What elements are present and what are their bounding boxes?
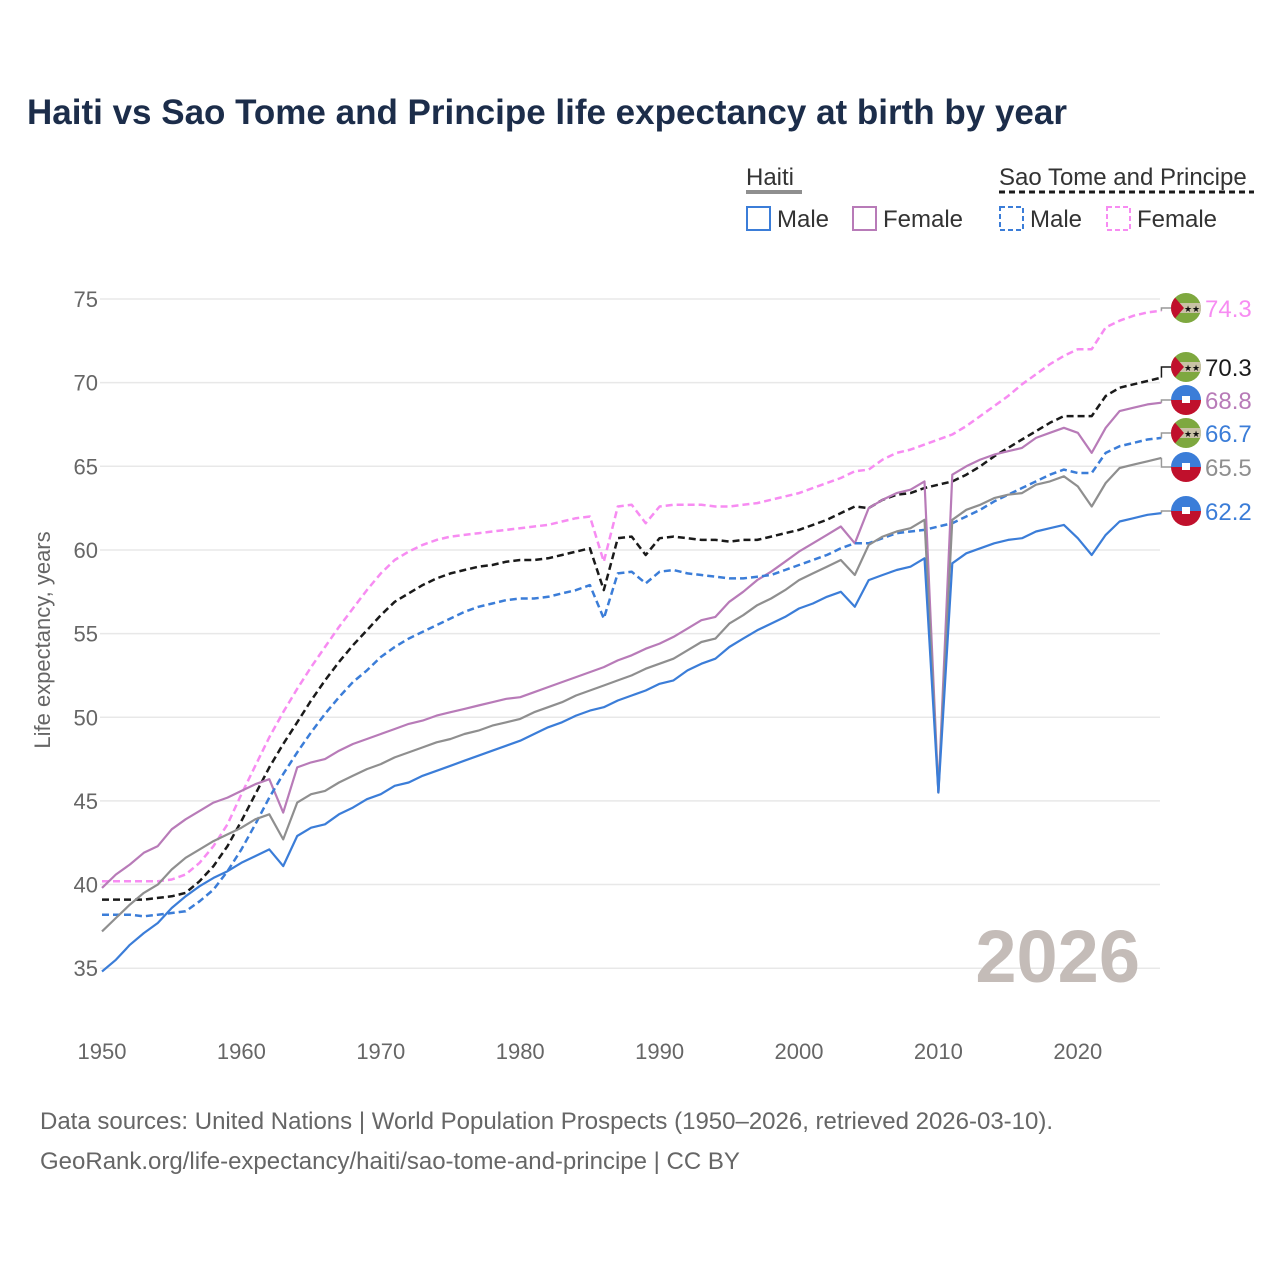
series-line	[101, 456, 1162, 933]
label-connector	[1160, 510, 1172, 514]
legend-item-label: Male	[1030, 206, 1082, 233]
footer-link[interactable]: GeoRank.org/life-expectancy/haiti/sao-to…	[40, 1148, 740, 1175]
legend-item-label: Female	[1137, 206, 1217, 233]
flag-emblem	[1182, 396, 1190, 403]
legend-group-haiti: Haiti	[746, 164, 794, 191]
series-line	[102, 376, 1162, 901]
label-connector	[1160, 457, 1172, 468]
y-tick-label: 45	[74, 789, 98, 814]
series-line	[101, 401, 1162, 889]
x-tick-label: 1950	[78, 1039, 127, 1064]
flag-triangle	[1171, 418, 1184, 448]
flag-stars: ★★	[1184, 429, 1200, 439]
flag-band	[1171, 428, 1201, 438]
flag-red	[1171, 467, 1201, 482]
label-connector	[1160, 366, 1172, 378]
end-value-label: 66.7	[1205, 421, 1252, 448]
legend-swatch	[999, 206, 1024, 231]
y-tick-label: 75	[74, 287, 98, 312]
end-value-label: 74.3	[1205, 296, 1252, 323]
x-tick-label: 2020	[1053, 1039, 1102, 1064]
flag-stars: ★★	[1184, 363, 1200, 373]
legend-swatch	[746, 206, 771, 231]
flag-body: ★★	[1171, 418, 1201, 448]
label-connector	[1160, 307, 1172, 311]
current-year-label: 2026	[975, 915, 1140, 998]
haiti-flag-icon	[1171, 452, 1201, 482]
haiti-flag-icon	[1171, 385, 1201, 415]
end-value-label: 68.8	[1205, 388, 1252, 415]
flag-emblem	[1182, 507, 1190, 514]
legend-item-label: Female	[883, 206, 963, 233]
chart-title: Haiti vs Sao Tome and Principe life expe…	[27, 93, 1067, 132]
series-line	[102, 309, 1162, 883]
y-tick-label: 50	[74, 705, 98, 730]
y-tick-label: 55	[74, 622, 98, 647]
flag-body: ★★	[1171, 352, 1201, 382]
y-axis-label: Life expectancy, years	[30, 531, 55, 748]
y-tick-label: 40	[74, 873, 98, 898]
haiti-flag-icon	[1171, 496, 1201, 526]
legend-swatch	[852, 206, 877, 231]
flag-band	[1171, 362, 1201, 372]
y-tick-label: 60	[74, 538, 98, 563]
x-tick-label: 2010	[914, 1039, 963, 1064]
x-tick-label: 1970	[356, 1039, 405, 1064]
x-tick-label: 1960	[217, 1039, 266, 1064]
x-tick-label: 2000	[775, 1039, 824, 1064]
footer-sources: Data sources: United Nations | World Pop…	[40, 1108, 1054, 1135]
series-line	[102, 436, 1162, 918]
flag-blue	[1171, 496, 1201, 511]
y-tick-label: 65	[74, 454, 98, 479]
flag-emblem	[1182, 463, 1190, 470]
flag-body: ★★	[1171, 293, 1201, 323]
flag-body	[1171, 385, 1201, 415]
y-tick-label: 35	[74, 956, 98, 981]
sao-tome-flag-icon: ★★	[1171, 293, 1201, 323]
flag-band	[1171, 303, 1201, 313]
label-connector	[1160, 399, 1172, 403]
sao-tome-flag-icon: ★★	[1171, 418, 1201, 448]
legend-group-sao-tome: Sao Tome and Principe	[999, 164, 1247, 191]
end-value-label: 62.2	[1205, 499, 1252, 526]
flag-red	[1171, 400, 1201, 415]
flag-stars: ★★	[1184, 304, 1200, 314]
legend-swatch	[1106, 206, 1131, 231]
sao-tome-flag-icon: ★★	[1171, 352, 1201, 382]
flag-triangle	[1171, 293, 1184, 323]
flag-triangle	[1171, 352, 1184, 382]
flag-blue	[1171, 452, 1201, 467]
y-tick-label: 70	[74, 371, 98, 396]
flag-body	[1171, 452, 1201, 482]
flag-red	[1171, 511, 1201, 526]
legend-item-label: Male	[777, 206, 829, 233]
x-tick-label: 1990	[635, 1039, 684, 1064]
x-tick-label: 1980	[496, 1039, 545, 1064]
series-line	[101, 512, 1162, 973]
flag-body	[1171, 496, 1201, 526]
label-connector	[1160, 432, 1172, 438]
flag-blue	[1171, 385, 1201, 400]
end-value-label: 70.3	[1205, 355, 1252, 382]
end-value-label: 65.5	[1205, 455, 1252, 482]
